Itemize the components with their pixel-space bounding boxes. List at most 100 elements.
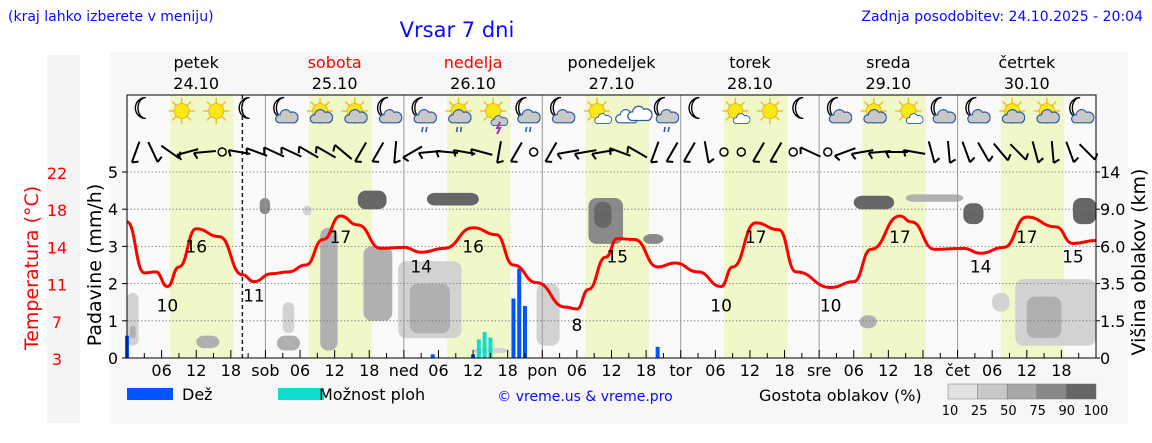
density-tick-label: 90 [1059,404,1076,419]
wind-barb-icon [608,147,631,157]
legend: Dež Možnost ploh © vreme.us & vreme.pro … [127,383,1108,419]
temperature-label: 10 [157,296,179,316]
wind-barb-icon [332,144,353,160]
wind-barb-icon [799,146,821,158]
day-name: ponedeljek [568,53,657,72]
wind-barb-icon [393,140,401,164]
cloud-blob [363,246,393,321]
temperature-label: 10 [820,296,842,316]
cloud-blob [905,194,964,202]
temperature-label: 14 [970,257,992,277]
precip-tick-label: 2 [108,275,118,294]
temp-tick-label: 11 [47,276,67,295]
wind-barb-icon [626,145,648,159]
density-swatch [977,383,1008,400]
hour-tick-label: 06 [844,361,864,380]
day-date: 25.10 [312,74,358,93]
cloud-height-tick-label: 3.5 [1100,275,1125,294]
shower-bar [482,331,487,358]
moon-cloud-rain-icon [515,96,541,133]
wind-barb-icon [509,141,523,163]
cloud-blob [1026,296,1062,339]
temperature-label: 8 [571,316,582,336]
wind-barb-icon [315,145,337,159]
cloud-blob [129,325,136,339]
wind-barb-icon [927,141,941,164]
temp-tick-label: 7 [52,313,62,332]
temperature-label: 17 [745,228,767,248]
precip-tick-label: 3 [108,237,118,256]
wind-barb-icon [573,149,597,160]
hour-tick-label: 06 [428,361,448,380]
cloud-height-tick-label: 9.0 [1100,200,1125,219]
density-swatch [1006,383,1038,400]
wind-barb-icon [1065,141,1080,164]
cloud-density-scale: 10 25 50 75 90 100 [942,383,1108,419]
day-name: četrtek [998,53,1056,72]
precip-axis-title: Padavine (mm/h) [84,184,106,347]
precip-tick-label: 1 [108,312,118,331]
rain-bar [511,298,516,358]
shower-bar [488,337,493,358]
wind-barb-icon [1031,141,1044,164]
calm-wind-icon [823,147,833,157]
hour-tick-label: 12 [186,361,206,380]
hour-tick-label: 12 [1017,361,1037,380]
wind-barb-icon [130,141,141,164]
hour-tick-label: 18 [497,361,517,380]
wind-barb-icon [834,147,856,162]
copyright-link[interactable]: © vreme.us & vreme.pro [497,389,672,405]
cloud-blob [1072,198,1096,225]
cloud-blob [320,227,338,351]
temperature-series: 10 16 11 17 14 16 8 15 10 17 10 17 14 17 15 [126,214,1097,336]
wind-barb-icon [402,145,423,163]
temp-axis-title: Temperatura (°C) [21,186,43,351]
wind-barb-icon [769,141,783,163]
hour-tick-label: 06 [290,361,310,380]
calm-wind-icon [217,147,227,157]
temperature-label: 15 [1062,248,1084,268]
wind-barb-icon [682,141,696,163]
day-name: sreda [866,53,910,72]
calm-wind-icon [736,147,747,157]
cloud-blob [594,201,612,228]
day-abbr-label: sob [251,361,279,380]
temperature-line [126,214,1097,311]
cloud-blob [357,190,387,210]
wind-barb-icon [263,146,285,158]
cloud-blob [643,234,664,244]
hour-tick-label: 18 [1051,361,1071,380]
legend-rain-swatch [127,388,173,400]
wind-barb-icon [470,148,493,156]
wind-barb-icon [902,149,926,157]
hour-tick-label: 06 [151,361,171,380]
wind-barb-icon [354,141,367,163]
cloud-height-tick-label: 0 [1100,349,1110,368]
wind-barb-icon [297,145,319,159]
sun-icon [202,97,231,125]
day-abbr-label: tor [669,361,692,380]
density-tick-label: 25 [971,404,988,419]
last-updated: Zadnja posodobitev: 24.10.2025 - 20:04 [861,9,1143,25]
wind-barb-icon [245,147,268,157]
rain-bar [522,305,527,358]
sun-cloud-icon [340,97,369,125]
hour-tick-label: 12 [463,361,483,380]
wind-barb-icon [665,141,679,163]
location-hint[interactable]: (kraj lahko izberete v meniju) [8,9,214,25]
day-abbr-label: ned [389,361,419,380]
sun-icon [756,97,784,125]
calm-wind-icon [719,147,729,157]
legend-shower-swatch [278,388,324,400]
wind-barb-icon [280,146,302,158]
sun-icon [167,97,196,125]
grid [127,95,1096,358]
temperature-label: 17 [1016,228,1038,248]
calm-wind-icon [788,147,798,157]
temperature-label: 14 [410,257,432,277]
density-swatch [1036,383,1067,400]
cloud-blob [963,203,984,225]
temperature-label: 10 [710,296,732,316]
